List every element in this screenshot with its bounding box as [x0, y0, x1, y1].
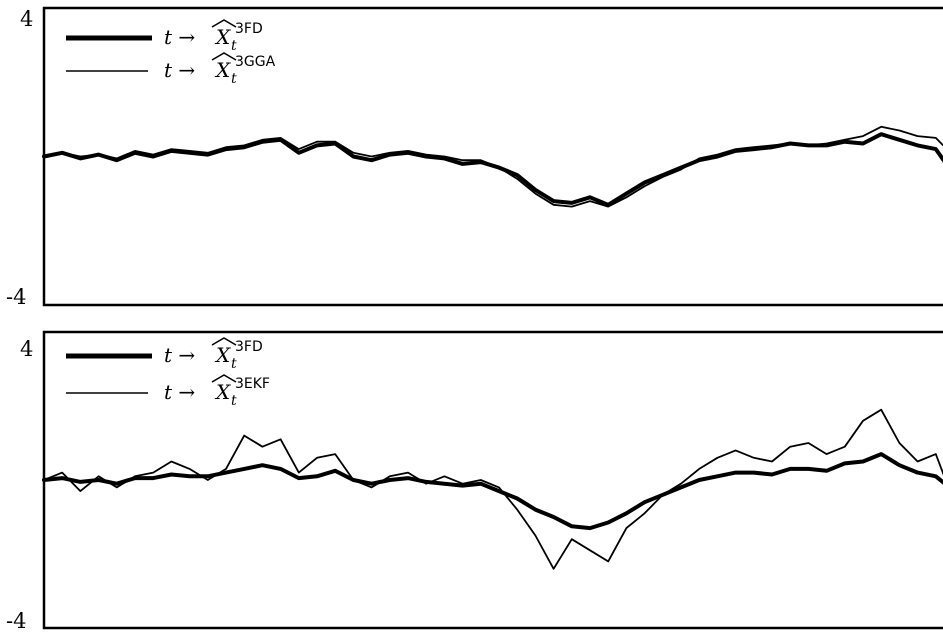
series-layer — [42, 125, 943, 208]
legend-sup: 3EKF — [235, 376, 270, 392]
legend-sub: t — [231, 356, 237, 372]
legend-sup: 3FD — [235, 21, 263, 37]
series-line-thick — [42, 452, 943, 531]
y-tick-bottom: -4 — [6, 609, 26, 632]
y-tick-top: 4 — [20, 337, 33, 361]
legend-lhs: t → — [164, 343, 195, 367]
hat-mark — [211, 19, 237, 28]
legend-var: X — [214, 25, 231, 49]
legend-var: X — [214, 380, 231, 404]
legend-lhs: t → — [164, 380, 195, 404]
legend-lhs: t → — [164, 58, 195, 82]
legend: t → X t 3FD t → X t 3EKF — [66, 337, 270, 409]
legend-sub: t — [231, 71, 237, 87]
legend-sub: t — [231, 38, 237, 54]
series-line-thin — [43, 408, 943, 570]
chart-panel-top: 4 -4 t → X t 3FD t → X t 3GGA — [6, 6, 943, 309]
hat-mark — [211, 52, 237, 61]
legend-var: X — [214, 58, 231, 82]
legend-lhs: t → — [164, 25, 195, 49]
legend-sup: 3GGA — [235, 54, 276, 70]
plot-frame — [42, 330, 943, 630]
hat-mark — [211, 337, 237, 346]
legend-sub: t — [231, 393, 237, 409]
y-tick-top: 4 — [20, 7, 33, 31]
chart-panel-bottom: 4 -4 t → X t 3FD t → X t 3EKF — [6, 330, 943, 632]
plot-frame — [42, 6, 943, 307]
legend-sup: 3FD — [235, 339, 263, 355]
legend: t → X t 3FD t → X t 3GGA — [66, 19, 276, 87]
series-line-thin — [43, 125, 943, 208]
legend-var: X — [214, 343, 231, 367]
series-layer — [42, 408, 943, 570]
hat-mark — [211, 374, 237, 383]
y-tick-bottom: -4 — [6, 285, 26, 309]
